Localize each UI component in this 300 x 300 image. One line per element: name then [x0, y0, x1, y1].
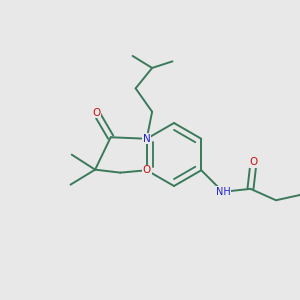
Text: N: N [143, 134, 151, 144]
Text: NH: NH [215, 187, 230, 197]
Text: O: O [249, 158, 258, 167]
Text: O: O [92, 108, 100, 118]
Text: O: O [142, 165, 151, 175]
